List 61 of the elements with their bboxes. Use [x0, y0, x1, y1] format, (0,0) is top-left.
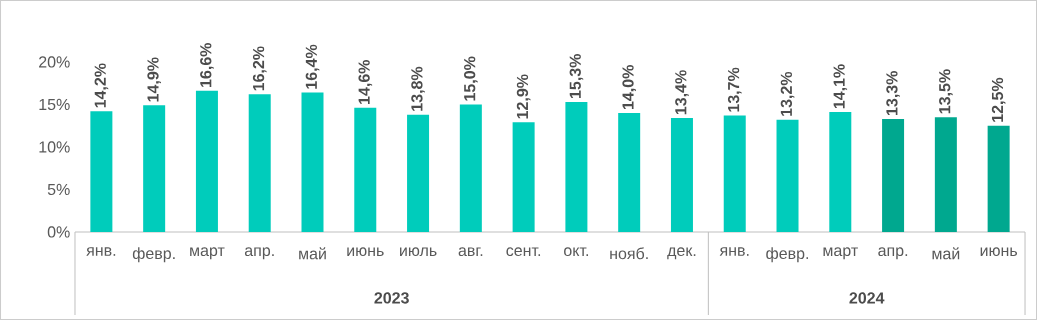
data-label: 16,4%: [305, 44, 320, 89]
data-label: 16,2%: [252, 46, 267, 91]
data-label: 13,2%: [780, 71, 795, 116]
data-label: 16,6%: [200, 43, 214, 87]
x-tick-label: апр.: [244, 247, 274, 260]
bar: [354, 107, 377, 232]
bar: [90, 111, 113, 232]
bar: [618, 113, 641, 232]
x-tick-label: июль: [400, 247, 437, 257]
x-tick-label: июнь: [347, 247, 384, 257]
bar: [143, 105, 166, 232]
x-tick-label: нояб.: [610, 247, 648, 260]
y-tick-label: 0%: [47, 226, 70, 238]
data-label: 13,4%: [675, 70, 689, 115]
data-label: 15,0%: [464, 56, 478, 101]
x-tick-label: авг.: [458, 247, 483, 257]
x-tick-label: февр.: [132, 247, 175, 263]
bar: [512, 122, 535, 232]
data-label: 12,9%: [516, 74, 531, 119]
bar: [723, 115, 746, 232]
data-label: 14,9%: [147, 57, 161, 102]
bar: [670, 118, 693, 232]
x-tick-label: май: [299, 247, 326, 260]
x-tick-label: май: [932, 247, 960, 260]
text: 2023: [374, 292, 409, 304]
x-tick-label: апр.: [878, 247, 908, 260]
bar: [195, 90, 218, 232]
bar: [934, 117, 957, 232]
x-tick-label: март: [823, 247, 858, 260]
x-tick-label: окт.: [564, 247, 588, 257]
y-tick-label: 5%: [47, 183, 70, 196]
bar: [829, 112, 852, 232]
data-label: 15,3%: [569, 54, 584, 99]
bar: [776, 119, 799, 232]
data-label: 14,6%: [358, 60, 373, 104]
x-tick-label: янв.: [719, 247, 749, 256]
bar: [248, 94, 271, 232]
x-tick-label: сент.: [506, 247, 541, 257]
data-label: 14,0%: [622, 65, 636, 110]
y-tick-label: 10%: [39, 141, 70, 153]
text: 2024: [849, 292, 885, 304]
data-label: 12,5%: [991, 77, 1006, 122]
data-label: 14,1%: [833, 64, 848, 109]
data-label: 13,8%: [411, 66, 425, 111]
y-tick-label: 15%: [39, 98, 70, 111]
x-tick-label: дек.: [667, 247, 696, 260]
bar: [459, 104, 482, 232]
bar: [882, 118, 905, 232]
bar: [987, 125, 1010, 232]
bar: [407, 114, 430, 232]
x-tick-label: март: [190, 247, 225, 260]
data-label: 13,5%: [939, 69, 953, 114]
x-tick-label: февр.: [766, 247, 809, 263]
bar: [565, 101, 588, 232]
y-tick-label: 20%: [39, 56, 70, 68]
x-tick-label: янв.: [86, 247, 116, 256]
data-label: 13,7%: [727, 67, 742, 112]
x-tick-label: июнь: [980, 247, 1018, 257]
data-label: 14,2%: [94, 63, 109, 108]
bar: [301, 92, 324, 232]
data-label: 13,3%: [886, 71, 900, 116]
